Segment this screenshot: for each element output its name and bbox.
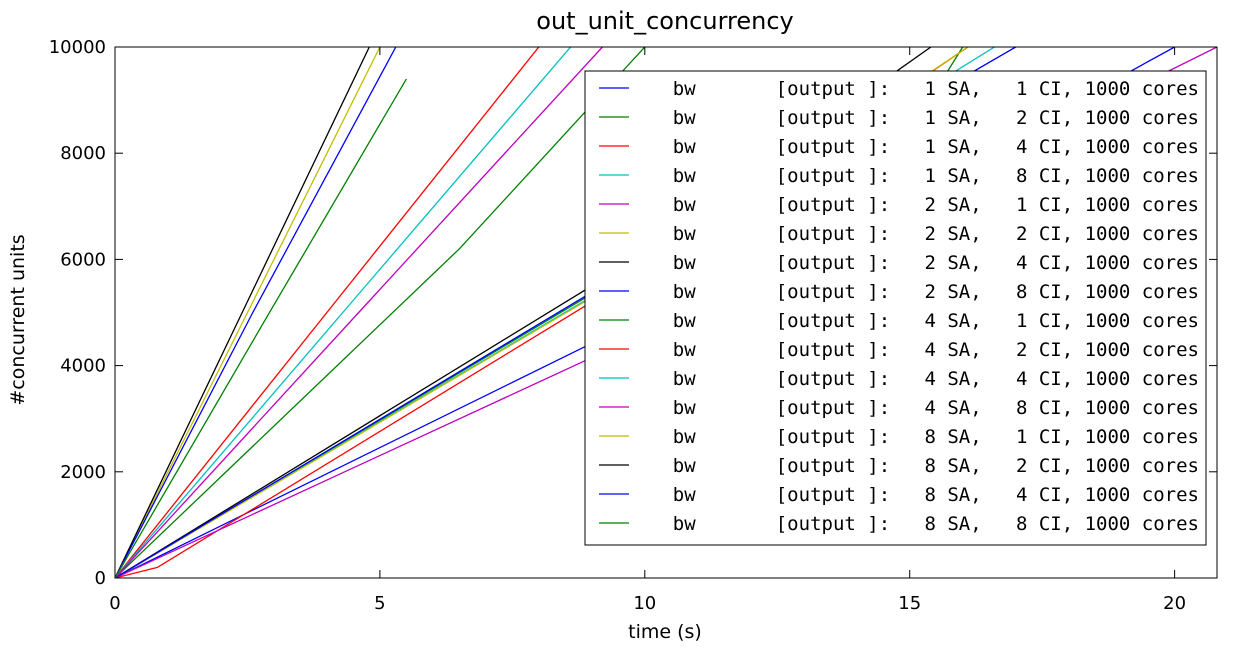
series-line-16 bbox=[115, 78, 407, 578]
legend-entry-label: bw [output ]: 4 SA, 8 CI, 1000 cores bbox=[673, 397, 1199, 419]
chart-title: out_unit_concurrency bbox=[536, 7, 793, 35]
y-tick-label: 0 bbox=[95, 568, 106, 589]
legend-entry-label: bw [output ]: 4 SA, 4 CI, 1000 cores bbox=[673, 368, 1199, 390]
series-line-12 bbox=[115, 47, 603, 578]
legend-entry-label: bw [output ]: 1 SA, 2 CI, 1000 cores bbox=[673, 107, 1199, 129]
series-line-15 bbox=[115, 47, 397, 578]
series-line-11 bbox=[115, 47, 572, 578]
legend-entry-label: bw [output ]: 2 SA, 8 CI, 1000 cores bbox=[673, 281, 1199, 303]
legend-entry-label: bw [output ]: 8 SA, 4 CI, 1000 cores bbox=[673, 484, 1199, 506]
tick-layer: 0 5 10 15 20 0 2000 4000 6000 8000 10000 bbox=[49, 37, 1217, 614]
legend-entry-label: bw [output ]: 2 SA, 2 CI, 1000 cores bbox=[673, 223, 1199, 245]
legend-entry-label: bw [output ]: 1 SA, 1 CI, 1000 cores bbox=[673, 78, 1199, 100]
legend-entry-label: bw [output ]: 2 SA, 1 CI, 1000 cores bbox=[673, 194, 1199, 216]
legend-entry-label: bw [output ]: 2 SA, 4 CI, 1000 cores bbox=[673, 252, 1199, 274]
y-tick-label: 10000 bbox=[49, 37, 106, 58]
x-tick-label: 5 bbox=[374, 593, 385, 614]
series-line-14 bbox=[115, 47, 370, 578]
series-line-13 bbox=[115, 47, 381, 578]
series-line-9 bbox=[115, 47, 646, 578]
x-tick-label: 20 bbox=[1163, 593, 1186, 614]
y-tick-label: 6000 bbox=[60, 249, 106, 270]
legend: bw [output ]: 1 SA, 1 CI, 1000 cores bw [… bbox=[584, 70, 1207, 546]
legend-entry-label: bw [output ]: 1 SA, 4 CI, 1000 cores bbox=[673, 136, 1199, 158]
legend-box bbox=[584, 70, 1207, 546]
x-tick-label: 15 bbox=[898, 593, 921, 614]
legend-entry-label: bw [output ]: 8 SA, 2 CI, 1000 cores bbox=[673, 455, 1199, 477]
y-tick-label: 8000 bbox=[60, 143, 106, 164]
y-tick-label: 2000 bbox=[60, 462, 106, 483]
x-tick-label: 0 bbox=[109, 593, 120, 614]
legend-entry-label: bw [output ]: 8 SA, 8 CI, 1000 cores bbox=[673, 513, 1199, 535]
x-axis-label: time (s) bbox=[628, 621, 702, 643]
legend-entry-label: bw [output ]: 4 SA, 2 CI, 1000 cores bbox=[673, 339, 1199, 361]
y-tick-label: 4000 bbox=[60, 356, 106, 377]
y-axis-label: #concurrent units bbox=[7, 234, 29, 405]
legend-entry-label: bw [output ]: 8 SA, 1 CI, 1000 cores bbox=[673, 426, 1199, 448]
x-tick-label: 10 bbox=[633, 593, 656, 614]
series-line-10 bbox=[115, 47, 540, 578]
legend-entry-label: bw [output ]: 4 SA, 1 CI, 1000 cores bbox=[673, 310, 1199, 332]
legend-entry-label: bw [output ]: 1 SA, 8 CI, 1000 cores bbox=[673, 165, 1199, 187]
axes-frame bbox=[114, 46, 1218, 579]
